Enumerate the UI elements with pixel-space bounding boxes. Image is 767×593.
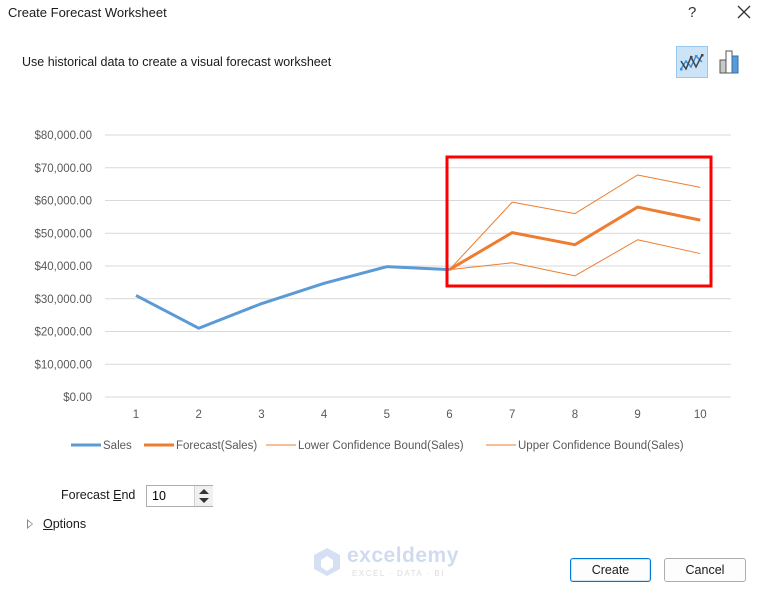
series-line [135, 265, 450, 330]
exceldemy-logo-icon [314, 548, 340, 576]
column-chart-icon [719, 50, 739, 74]
y-axis-labels: $0.00 $10,000.00 $20,000.00 $30,000.00 $40,0… [34, 130, 92, 404]
x-tick-label: 1 [133, 409, 139, 421]
x-tick-label: 5 [384, 409, 390, 421]
y-tick-label: $50,000.00 [34, 228, 92, 240]
legend-label: Upper Confidence Bound(Sales) [518, 440, 684, 452]
x-tick-label: 8 [572, 409, 578, 421]
highlight-rectangle [445, 155, 713, 288]
series-line [448, 205, 701, 271]
expand-triangle-icon[interactable] [27, 519, 33, 529]
y-tick-label: $30,000.00 [34, 294, 92, 306]
x-tick-label: 9 [634, 409, 640, 421]
line-chart-icon [680, 54, 704, 71]
chart-series [135, 174, 701, 330]
legend-label: Sales [103, 440, 132, 452]
x-tick-label: 7 [509, 409, 515, 421]
x-axis-labels: 1 2 3 4 5 6 7 8 9 10 [133, 409, 707, 421]
watermark: exceldemy EXCEL · DATA · BI [312, 544, 458, 581]
dialog-subtitle: Use historical data to create a visual f… [22, 55, 332, 69]
y-tick-label: $60,000.00 [34, 196, 92, 208]
y-tick-label: $70,000.00 [34, 163, 92, 175]
legend-label: Forecast(Sales) [176, 440, 257, 452]
x-tick-label: 3 [258, 409, 264, 421]
line-chart-button[interactable] [676, 46, 708, 78]
y-tick-label: $80,000.00 [34, 130, 92, 142]
column-chart-button[interactable] [714, 46, 746, 78]
forecast-end-spinner[interactable] [194, 486, 213, 506]
y-tick-label: $0.00 [63, 392, 92, 404]
y-tick-label: $10,000.00 [34, 359, 92, 371]
forecast-end-label: Forecast End [61, 488, 136, 502]
close-icon[interactable] [735, 3, 753, 21]
x-tick-label: 10 [694, 409, 707, 421]
chart-legend: Sales Forecast(Sales) Lower Confidence Bou… [71, 440, 684, 452]
series-line [449, 239, 701, 277]
y-tick-label: $40,000.00 [34, 261, 92, 273]
chart-gridlines [105, 134, 731, 398]
legend-label: Lower Confidence Bound(Sales) [298, 440, 464, 452]
dialog-title: Create Forecast Worksheet [8, 5, 167, 20]
forecast-chart: $0.00 $10,000.00 $20,000.00 $30,000.00 $40,0… [34, 130, 731, 452]
create-button[interactable]: Create [570, 558, 651, 582]
help-button[interactable]: ? [688, 4, 697, 21]
y-tick-label: $20,000.00 [34, 327, 92, 339]
x-tick-label: 6 [446, 409, 452, 421]
series-line [449, 174, 701, 270]
spinner-down-icon[interactable] [199, 498, 209, 503]
cancel-button[interactable]: Cancel [664, 558, 746, 582]
spinner-up-icon[interactable] [199, 489, 209, 494]
x-tick-label: 2 [195, 409, 201, 421]
x-tick-label: 4 [321, 409, 328, 421]
options-toggle[interactable]: Options [43, 517, 87, 531]
